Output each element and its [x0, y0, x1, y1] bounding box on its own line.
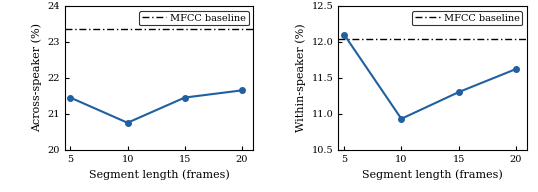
X-axis label: Segment length (frames): Segment length (frames) [89, 169, 229, 180]
MFCC baseline [284, 38, 290, 40]
X-axis label: Segment length (frames): Segment length (frames) [363, 169, 503, 180]
Legend: MFCC baseline: MFCC baseline [413, 11, 522, 26]
MFCC baseline [22, 28, 28, 30]
Y-axis label: Within-speaker (%): Within-speaker (%) [296, 23, 306, 132]
MFCC baseline [295, 38, 302, 40]
Legend: MFCC baseline: MFCC baseline [139, 11, 249, 26]
MFCC baseline [10, 28, 16, 30]
Y-axis label: Across-speaker (%): Across-speaker (%) [31, 23, 41, 132]
